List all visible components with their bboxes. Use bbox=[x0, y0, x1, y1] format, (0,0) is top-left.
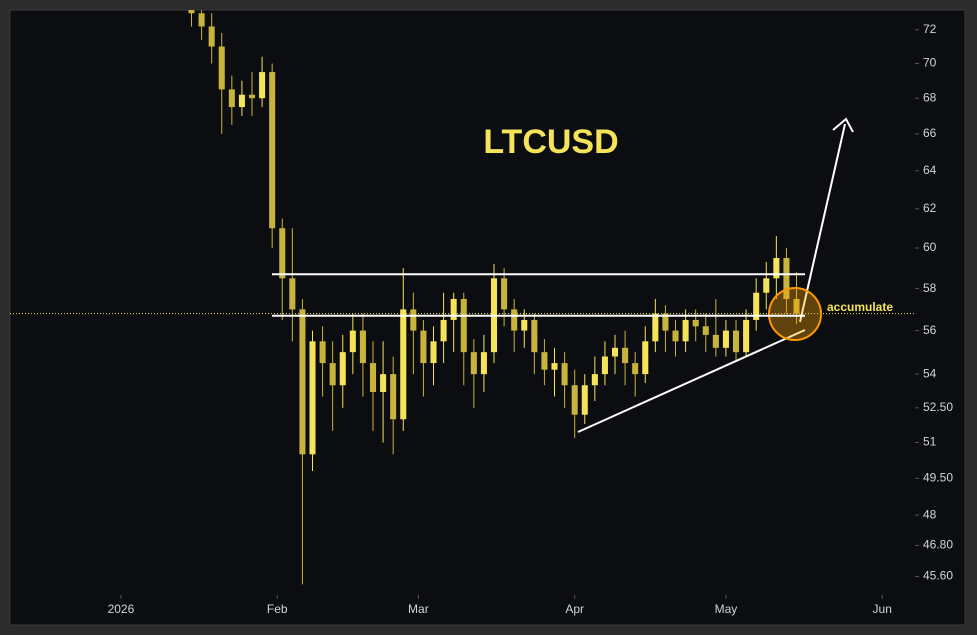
y-tick-label: 72 bbox=[923, 22, 937, 36]
candle-body bbox=[732, 330, 740, 353]
arrow-head bbox=[832, 117, 854, 133]
candle-body bbox=[763, 278, 770, 293]
candle-body bbox=[238, 94, 245, 108]
annotation-label: accumulate bbox=[827, 300, 893, 314]
y-tick-label: 62 bbox=[923, 201, 937, 215]
highlight-circle bbox=[768, 287, 822, 341]
candle-body bbox=[430, 341, 437, 364]
candle-body bbox=[329, 363, 336, 386]
candle-body bbox=[369, 363, 377, 392]
candle-body bbox=[773, 258, 780, 279]
candle-body bbox=[359, 330, 366, 364]
candle-body bbox=[652, 313, 659, 342]
candle-body bbox=[309, 341, 316, 455]
candle-body bbox=[440, 319, 447, 342]
x-tick-label: 2026 bbox=[108, 602, 135, 616]
candle-body bbox=[248, 94, 256, 99]
y-tick-label: 60 bbox=[923, 240, 937, 254]
y-tick-label: 68 bbox=[923, 90, 937, 104]
candle-body bbox=[793, 298, 800, 314]
candle-body bbox=[702, 326, 709, 335]
candle-body bbox=[581, 385, 588, 415]
x-tick-label: Jun bbox=[873, 602, 892, 616]
y-tick-label: 66 bbox=[923, 126, 937, 140]
candle-body bbox=[783, 258, 790, 299]
candle-body bbox=[208, 26, 215, 47]
candle-body bbox=[279, 228, 286, 279]
candle-body bbox=[390, 374, 397, 420]
candle-body bbox=[571, 385, 578, 415]
candle-body bbox=[269, 72, 276, 229]
candle-body bbox=[188, 10, 195, 14]
candle-body bbox=[218, 46, 225, 90]
candle-body bbox=[662, 313, 669, 331]
candle-body bbox=[692, 319, 699, 327]
candle-body bbox=[712, 334, 719, 348]
trend-line bbox=[577, 329, 806, 433]
candle-body bbox=[642, 341, 649, 375]
x-tick-label: Mar bbox=[408, 602, 429, 616]
candle-body bbox=[521, 319, 528, 331]
y-tick-label: 46.80 bbox=[923, 538, 953, 552]
candle-body bbox=[531, 319, 538, 353]
candle-body bbox=[541, 352, 548, 370]
y-tick-label: 54 bbox=[923, 366, 937, 380]
candle-body bbox=[601, 356, 608, 375]
candle-body bbox=[198, 13, 205, 27]
candle-body bbox=[622, 347, 629, 364]
candle-body bbox=[410, 309, 417, 331]
candle-body bbox=[551, 363, 558, 370]
candle-body bbox=[611, 347, 619, 357]
arrow bbox=[799, 123, 846, 323]
candle-body bbox=[450, 298, 457, 320]
x-tick-label: Apr bbox=[565, 602, 584, 616]
x-tick-label: May bbox=[715, 602, 738, 616]
candle-body bbox=[753, 292, 760, 320]
candle-body bbox=[228, 89, 235, 108]
y-tick-label: 58 bbox=[923, 281, 937, 295]
candle-body bbox=[722, 330, 729, 348]
y-tick-label: 49.50 bbox=[923, 470, 953, 484]
candle-body bbox=[632, 363, 639, 375]
candle-body bbox=[480, 352, 487, 375]
candle-body bbox=[380, 374, 387, 392]
y-tick-label: 51 bbox=[923, 435, 937, 449]
y-tick-label: 70 bbox=[923, 56, 937, 70]
chart-title: LTCUSD bbox=[483, 123, 618, 161]
candle-body bbox=[511, 309, 518, 331]
candle-body bbox=[672, 330, 679, 342]
candle-body bbox=[682, 319, 689, 342]
y-tick-label: 52.50 bbox=[923, 400, 953, 414]
panel bbox=[9, 9, 966, 626]
annotations bbox=[577, 117, 854, 433]
y-tick-label: 48 bbox=[923, 507, 937, 521]
candle-body bbox=[743, 319, 750, 353]
x-tick-label: Feb bbox=[267, 602, 288, 616]
candle-body bbox=[299, 309, 306, 455]
y-tick-label: 56 bbox=[923, 323, 937, 337]
candle-body bbox=[400, 309, 407, 420]
candle-body bbox=[501, 278, 508, 310]
candle-body bbox=[339, 352, 346, 386]
candle-body bbox=[319, 341, 326, 364]
y-tick-label: 45.60 bbox=[923, 569, 953, 583]
candle-body bbox=[259, 72, 266, 99]
candle-body bbox=[420, 330, 427, 364]
y-tick-label: 64 bbox=[923, 163, 937, 177]
candle-body bbox=[561, 363, 568, 386]
candle-body bbox=[591, 374, 598, 386]
candle-body bbox=[470, 352, 477, 375]
candle-body bbox=[349, 330, 356, 353]
candle-body bbox=[289, 278, 296, 310]
candle-body bbox=[460, 298, 467, 353]
